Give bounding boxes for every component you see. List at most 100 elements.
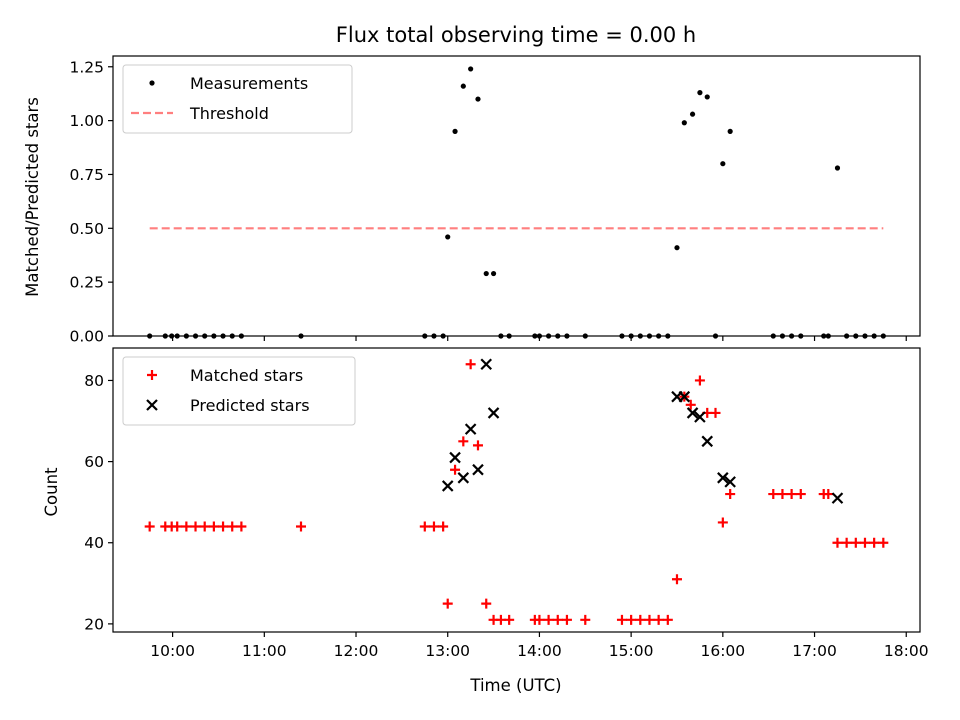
- bottom-axes-frame: [112, 347, 921, 633]
- top-axes-frame: [112, 55, 921, 337]
- matched-stars-point: [428, 521, 439, 532]
- matched-stars-point: [671, 574, 682, 585]
- measurement-point: [468, 66, 474, 72]
- x-tick-label: 16:00: [700, 642, 745, 660]
- legend-measurement-swatch: [149, 80, 155, 86]
- matched-stars-point: [295, 521, 306, 532]
- matched-stars-point: [419, 521, 430, 532]
- top-y-tick-label: 0.50: [69, 220, 104, 238]
- legend-box: [122, 64, 353, 134]
- predicted-stars-point: [441, 480, 454, 492]
- legend-label: Threshold: [189, 104, 269, 123]
- matched-stars-point: [710, 407, 721, 418]
- matched-stars-point: [768, 489, 779, 500]
- predicted-stars-point: [686, 407, 699, 419]
- x-tick-label: 14:00: [517, 642, 562, 660]
- legend-label: Measurements: [190, 74, 308, 93]
- x-tick-label: 11:00: [242, 642, 287, 660]
- bottom-y-tick-label: 40: [84, 534, 104, 552]
- legend-box: [122, 356, 356, 426]
- matched-stars-point: [208, 521, 219, 532]
- matched-stars-point: [850, 537, 861, 548]
- x-tick-label: 18:00: [884, 642, 929, 660]
- bottom-legend: Matched stars Predicted stars: [122, 356, 356, 426]
- matched-stars-point: [438, 521, 449, 532]
- top-y-tick-label: 1.25: [69, 58, 104, 76]
- matched-stars-point: [199, 521, 210, 532]
- top-legend: Measurements Threshold: [122, 64, 353, 134]
- measurement-point: [681, 120, 687, 126]
- bottom-y-tick-label: 80: [84, 372, 104, 390]
- x-tick-label: 17:00: [792, 642, 837, 660]
- matched-stars-point: [626, 614, 637, 625]
- matched-stars-point: [841, 537, 852, 548]
- top-y-tick-label: 0.25: [69, 274, 104, 292]
- x-axis-label: Time (UTC): [469, 676, 561, 695]
- bottom-series-0: [144, 359, 889, 625]
- matched-stars-point: [552, 614, 563, 625]
- x-tick-label: 10:00: [150, 642, 195, 660]
- bottom-y-axis-label: Count: [42, 467, 61, 517]
- measurement-point: [704, 94, 710, 100]
- x-tick-label: 12:00: [334, 642, 379, 660]
- matched-stars-point: [481, 598, 492, 609]
- predicted-stars-point: [717, 472, 729, 484]
- measurement-point: [834, 165, 841, 171]
- matched-stars-point: [694, 375, 705, 386]
- predicted-stars-point: [724, 476, 736, 488]
- x-tick-label: 15:00: [609, 642, 654, 660]
- legend-predicted-swatch: [146, 399, 158, 411]
- matched-stars-point: [458, 436, 469, 447]
- matched-stars-point: [534, 614, 545, 625]
- measurement-point: [483, 270, 489, 277]
- matched-stars-point: [504, 614, 515, 625]
- matched-stars-point: [644, 614, 655, 625]
- measurement-point: [475, 96, 481, 102]
- matched-stars-point: [580, 614, 591, 625]
- figure-title: Flux total observing time = 0.00 h: [336, 23, 696, 47]
- bottom-y-tick-label: 60: [84, 453, 104, 471]
- matched-stars-point: [685, 399, 696, 410]
- predicted-stars-point: [449, 451, 461, 464]
- predicted-stars-point: [487, 407, 500, 419]
- matched-stars-point: [725, 489, 736, 500]
- matched-stars-point: [227, 521, 238, 532]
- matched-stars-point: [795, 489, 806, 500]
- predicted-stars-point: [678, 390, 691, 403]
- matched-stars-point: [144, 521, 155, 532]
- matched-stars-point: [616, 614, 627, 625]
- matched-stars-point: [181, 521, 192, 532]
- measurement-point: [490, 270, 497, 277]
- predicted-stars-point: [694, 411, 706, 423]
- legend-label: Predicted stars: [190, 396, 310, 415]
- matched-stars-point: [442, 598, 453, 609]
- top-y-tick-label: 0.00: [69, 328, 104, 346]
- measurement-point: [445, 234, 451, 240]
- predicted-stars-point: [701, 435, 714, 448]
- measurement-point: [460, 83, 466, 89]
- matched-stars-point: [172, 521, 183, 532]
- measurement-point: [674, 245, 680, 251]
- bottom-series-1: [441, 358, 844, 504]
- matched-stars-point: [869, 537, 880, 548]
- matched-stars-point: [450, 464, 461, 475]
- bottom-y-tick-label: 20: [84, 615, 104, 633]
- predicted-stars-point: [472, 463, 484, 476]
- x-tick-label: 13:00: [425, 642, 470, 660]
- matched-stars-point: [465, 359, 476, 370]
- measurement-point: [689, 111, 696, 117]
- matched-stars-point: [218, 521, 229, 532]
- top-y-tick-label: 1.00: [69, 112, 104, 130]
- star-count-panel: 10:00 11:00 12:00 13:00 14:00 15:00 16:00 17:00…: [84, 347, 929, 660]
- matched-stars-point: [190, 521, 201, 532]
- matched-stars-point: [777, 489, 788, 500]
- matched-stars-point: [653, 614, 664, 625]
- measurement-point: [697, 90, 703, 96]
- measurement-point: [727, 128, 733, 134]
- legend-matched-swatch: [147, 370, 157, 380]
- predicted-stars-point: [831, 492, 844, 504]
- matched-stars-point: [635, 614, 646, 625]
- predicted-stars-point: [457, 472, 470, 484]
- top-y-axis-label: Matched/Predicted stars: [23, 97, 42, 297]
